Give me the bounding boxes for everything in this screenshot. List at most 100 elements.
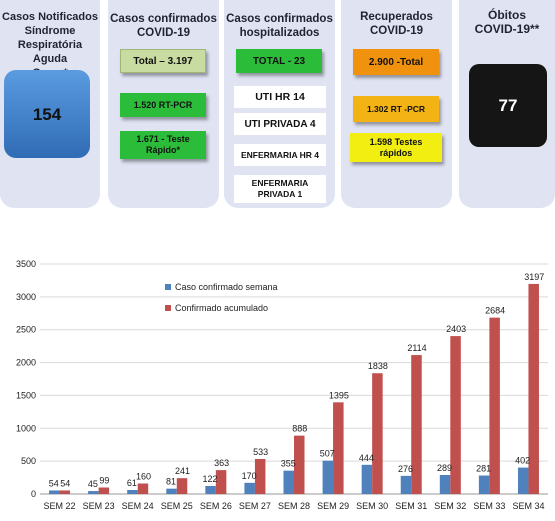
label-weekly: 276 — [398, 464, 413, 474]
label-cumulative: 241 — [175, 466, 190, 476]
panel-srag: Casos Notificados Síndrome Respiratória … — [0, 0, 100, 208]
x-tick-label: SEM 22 — [44, 501, 76, 511]
x-tick-label: SEM 31 — [395, 501, 427, 511]
confirmed-total: Total – 3.197 — [133, 55, 193, 67]
label-cumulative: 160 — [136, 471, 151, 481]
recovered-rapid-box: 1.598 Testes rápidos — [350, 133, 442, 162]
confirmed-rtpcr: 1.520 RT-PCR — [133, 99, 193, 110]
label-weekly: 507 — [320, 449, 335, 459]
y-tick-label: 0 — [31, 489, 36, 499]
bar-cumulative — [450, 336, 461, 494]
bar-cumulative — [411, 355, 422, 494]
label-weekly: 355 — [281, 459, 296, 469]
x-tick-label: SEM 28 — [278, 501, 310, 511]
hospitalized-uti-private-box: UTI PRIVADA 4 — [234, 113, 326, 135]
bar-weekly — [478, 475, 490, 494]
panel-confirmed: Casos confirmados COVID-19 Total – 3.197… — [108, 0, 219, 208]
label-cumulative: 2684 — [485, 306, 505, 316]
y-tick-label: 3500 — [16, 259, 36, 269]
bar-cumulative — [137, 483, 149, 494]
hospitalized-uti-hr-box: UTI HR 14 — [234, 86, 326, 108]
label-cumulative: 99 — [99, 475, 109, 485]
bar-weekly — [127, 489, 138, 494]
panel-confirmed-title: Casos confirmados COVID-19 — [110, 13, 217, 39]
x-tick-label: SEM 23 — [83, 501, 115, 511]
bar-weekly — [244, 482, 255, 494]
hospitalized-ward-private-box: ENFERMARIA PRIVADA 1 — [234, 175, 326, 203]
y-tick-label: 1000 — [16, 423, 36, 433]
x-tick-label: SEM 24 — [122, 501, 154, 511]
x-tick-label: SEM 30 — [356, 501, 388, 511]
panel-recovered: Recuperados COVID-19 2.900 -Total 1.302 … — [341, 0, 452, 208]
bar-weekly — [205, 485, 216, 494]
legend-swatch-weekly — [165, 284, 171, 290]
label-weekly: 281 — [476, 464, 491, 474]
bar-weekly — [400, 475, 412, 494]
panel-recovered-title: Recuperados COVID-19 — [360, 11, 433, 37]
bar-cumulative — [254, 458, 266, 494]
bar-weekly — [439, 475, 451, 494]
label-weekly: 170 — [242, 471, 257, 481]
hospitalized-total-box: TOTAL - 23 — [236, 49, 322, 73]
x-tick-label: SEM 29 — [317, 501, 349, 511]
panel-hospitalized: Casos confirmados hospitalizados TOTAL -… — [224, 0, 335, 208]
label-cumulative: 363 — [214, 458, 229, 468]
label-cumulative: 2114 — [407, 343, 426, 353]
label-cumulative: 888 — [292, 424, 307, 434]
x-tick-label: SEM 27 — [239, 501, 271, 511]
bar-cumulative — [98, 487, 110, 494]
bar-weekly — [361, 464, 373, 494]
bar-cumulative — [489, 317, 500, 494]
recovered-total: 2.900 -Total — [368, 56, 424, 68]
y-tick-label: 1500 — [16, 390, 36, 400]
label-weekly: 81 — [166, 477, 176, 487]
confirmed-total-box: Total – 3.197 — [120, 49, 206, 73]
panel-hospitalized-title: Casos confirmados hospitalizados — [226, 13, 333, 39]
label-cumulative: 2403 — [446, 324, 466, 334]
hospitalized-total: TOTAL - 23 — [252, 55, 306, 67]
hospitalized-ward-hr: ENFERMARIA HR 4 — [240, 149, 320, 160]
label-cumulative: 1838 — [368, 361, 388, 371]
legend-label-cumulative: Confirmado acumulado — [175, 303, 268, 313]
label-cumulative: 3197 — [524, 272, 544, 282]
label-weekly: 45 — [88, 479, 98, 489]
label-weekly: 122 — [203, 474, 218, 484]
srag-value: 154 — [32, 104, 62, 124]
panel-deaths-title: Óbitos COVID-19** — [474, 8, 540, 36]
bar-cumulative — [294, 435, 305, 494]
recovered-total-box: 2.900 -Total — [353, 49, 439, 75]
x-tick-label: SEM 26 — [200, 501, 232, 511]
label-weekly: 444 — [359, 453, 374, 463]
confirmed-rapid-box: 1.671 - Teste Rápido* — [120, 131, 206, 159]
bar-weekly — [49, 490, 60, 494]
bar-weekly — [517, 467, 529, 494]
x-tick-label: SEM 25 — [161, 501, 193, 511]
label-weekly: 289 — [437, 463, 452, 473]
label-cumulative: 54 — [60, 478, 70, 488]
bars — [49, 283, 539, 494]
y-tick-labels: 0 500 1000 1500 2000 2500 3000 3500 — [16, 259, 36, 499]
x-tick-label: SEM 34 — [512, 501, 544, 511]
label-cumulative: 533 — [253, 447, 268, 457]
y-tick-label: 3000 — [16, 292, 36, 302]
bar-weekly — [322, 460, 334, 494]
y-tick-label: 500 — [21, 456, 36, 466]
legend-swatch-cumulative — [165, 305, 171, 311]
hospitalized-uti-private: UTI PRIVADA 4 — [244, 118, 316, 130]
recovered-rtpcr: 1.302 RT -PCR — [366, 103, 426, 114]
x-tick-label: SEM 32 — [434, 501, 466, 511]
bar-cumulative — [59, 490, 71, 494]
bar-weekly — [283, 470, 294, 494]
label-weekly: 54 — [49, 478, 59, 488]
label-cumulative: 1395 — [329, 390, 349, 400]
bar-cumulative — [372, 373, 383, 494]
bar-weekly — [88, 491, 99, 494]
bar-cumulative — [176, 478, 188, 494]
panel-deaths: Óbitos COVID-19** 77 — [459, 0, 555, 208]
recovered-rapid: 1.598 Testes rápidos — [369, 136, 423, 158]
label-weekly: 61 — [127, 478, 137, 488]
y-tick-label: 2000 — [16, 358, 36, 368]
deaths-value: 77 — [498, 96, 518, 115]
